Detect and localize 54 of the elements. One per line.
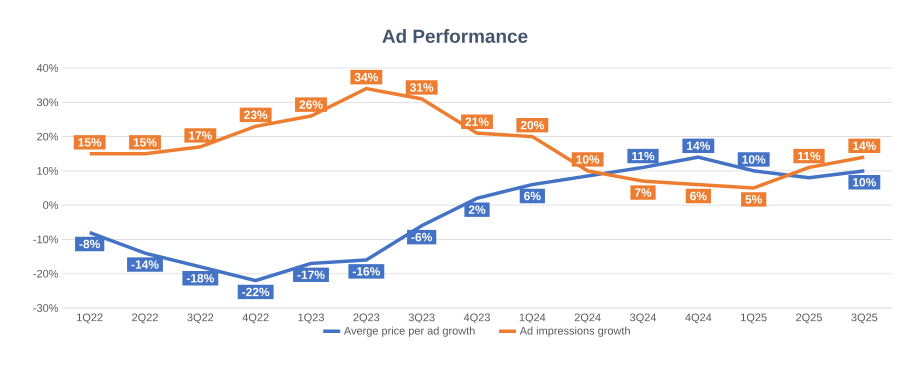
data-label: 26% [299, 100, 323, 109]
data-label: -8% [80, 240, 100, 248]
data-label: 31% [410, 83, 434, 92]
y-tick-label: 0% [43, 201, 58, 210]
data-label: 14% [687, 142, 710, 150]
data-label: 10% [853, 178, 876, 186]
data-label: -17% [298, 270, 325, 280]
x-tick-label: 2Q25 [796, 314, 822, 324]
x-tick-label: 3Q22 [187, 314, 214, 324]
legend-label: Averge price per ad growth [344, 326, 475, 337]
x-tick-label: 4Q23 [464, 314, 490, 324]
y-tick-label: -10% [33, 236, 58, 244]
data-label: 10% [576, 155, 600, 164]
data-label: -16% [352, 267, 380, 276]
chart-title: Ad Performance [382, 29, 528, 43]
data-label: 34% [354, 72, 378, 82]
x-tick-label: 1Q25 [741, 314, 767, 324]
y-tick-label: 40% [36, 64, 58, 72]
data-label: -22% [242, 288, 270, 296]
data-label: 11% [798, 152, 820, 160]
x-tick-label: 2Q24 [574, 314, 601, 324]
data-label: 15% [134, 138, 157, 147]
x-tick-label: 4Q24 [685, 314, 712, 324]
data-label: 15% [78, 138, 102, 147]
data-label: 10% [742, 155, 766, 164]
data-label: 2% [468, 205, 486, 214]
data-label: 11% [632, 152, 654, 160]
x-tick-label: 2Q23 [353, 314, 380, 324]
data-label: 7% [634, 188, 652, 197]
y-tick-label: 30% [36, 98, 58, 106]
data-label: 23% [244, 110, 268, 120]
data-label: 6% [524, 192, 541, 200]
y-tick-label: -30% [33, 304, 58, 312]
data-label: 21% [465, 118, 489, 126]
x-tick-label: 3Q24 [630, 314, 656, 324]
data-label: 17% [189, 131, 212, 140]
data-label: 5% [745, 195, 762, 204]
y-tick-label: -20% [33, 270, 58, 278]
x-tick-label: 1Q22 [77, 314, 103, 324]
data-label: -14% [132, 260, 159, 269]
x-tick-label: 3Q23 [408, 314, 435, 324]
data-label: -6% [412, 232, 432, 242]
legend-label: Ad impressions growth [520, 326, 630, 337]
x-tick-label: 1Q23 [298, 314, 324, 324]
x-tick-label: 1Q24 [520, 314, 546, 324]
data-label: 6% [690, 192, 707, 200]
y-tick-label: 20% [37, 132, 58, 140]
y-tick-label: 10% [37, 166, 58, 175]
data-label: 20% [520, 120, 544, 130]
data-label: -18% [186, 274, 214, 282]
x-tick-label: 3Q25 [851, 314, 878, 324]
data-label: 14% [853, 142, 876, 150]
x-tick-label: 4Q22 [242, 314, 269, 324]
x-tick-label: 2Q22 [132, 314, 158, 324]
